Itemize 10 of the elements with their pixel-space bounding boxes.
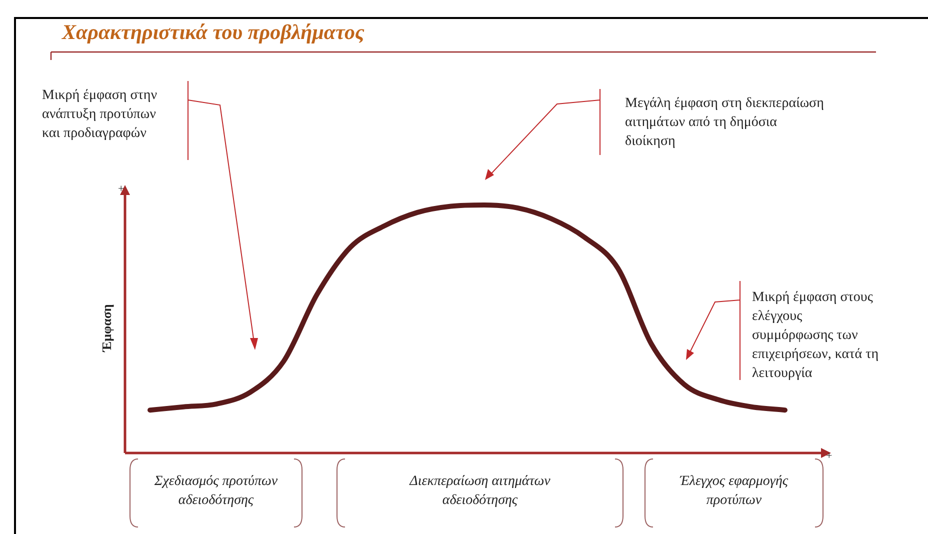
text: Μεγάλη έμφαση στη διεκπεραίωση αιτημάτων από τη δημόσια διοίκηση: [625, 95, 825, 151]
y-axis-title: Έμφαση: [99, 303, 115, 354]
text: Έλεγχος εφαρμογής προτύπων: [678, 473, 790, 510]
text: Διεκπεραίωση αιτημάτων αδειοδότησης: [408, 473, 552, 510]
annotation: Μικρή έμφαση στους ελέγχους συμμόρφωσης των επιχειρήσεων, κατά τη λειτουργία: [752, 289, 880, 383]
text: +: [826, 449, 832, 464]
text: +: [118, 182, 124, 197]
text: Σχεδιασμός προτύπων αδειοδότησης: [153, 473, 279, 510]
text: Μικρή έμφαση στην ανάπτυξη προτύπων και προδιαγραφών: [42, 87, 158, 143]
chart-title: Χαρακτηριστικά του προβλήματος: [62, 20, 364, 45]
